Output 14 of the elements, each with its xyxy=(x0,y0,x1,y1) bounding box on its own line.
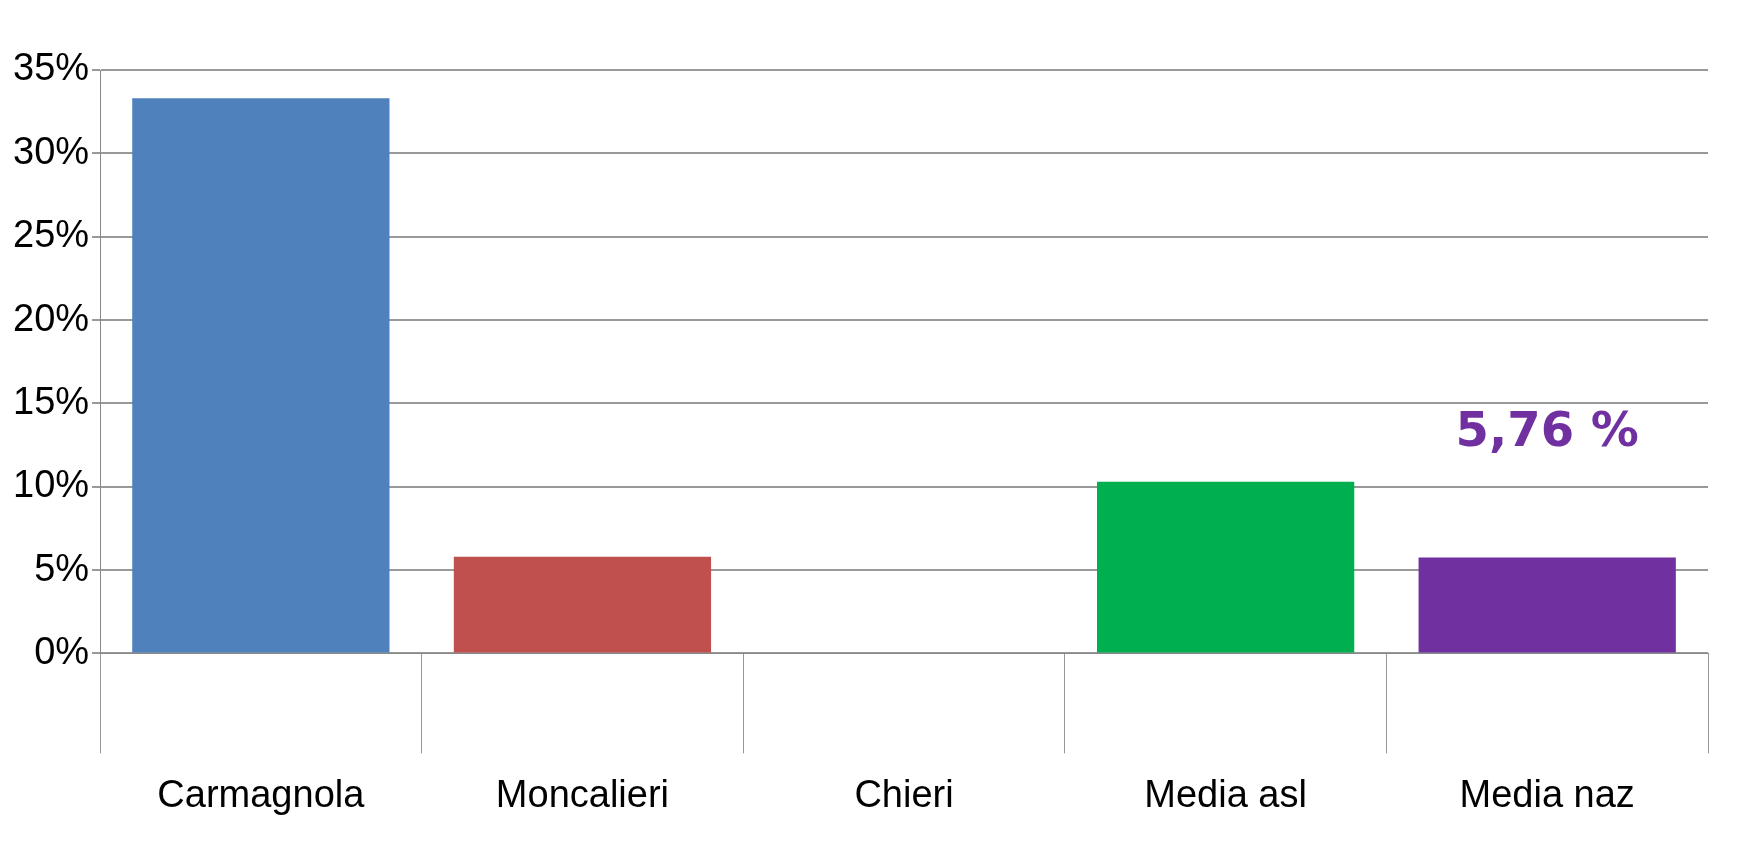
x-tick-label: Media naz xyxy=(1459,772,1635,815)
y-tick-label: 0% xyxy=(34,629,90,672)
y-tick-label: 15% xyxy=(12,379,90,422)
y-tick-label: 30% xyxy=(12,129,90,172)
y-tick-label: 20% xyxy=(12,296,90,339)
y-tick-label: 25% xyxy=(12,213,90,256)
x-tick-label: Media asl xyxy=(1144,772,1307,815)
x-tick-label: Chieri xyxy=(854,772,954,815)
y-tick-label: 35% xyxy=(12,46,90,89)
y-tick-label: 10% xyxy=(12,463,90,506)
x-tick-label: Moncalieri xyxy=(495,772,670,815)
data-label: 5,76 % xyxy=(1455,400,1639,457)
x-tick-label: Carmagnola xyxy=(157,772,366,815)
y-tick-label: 5% xyxy=(34,546,90,589)
